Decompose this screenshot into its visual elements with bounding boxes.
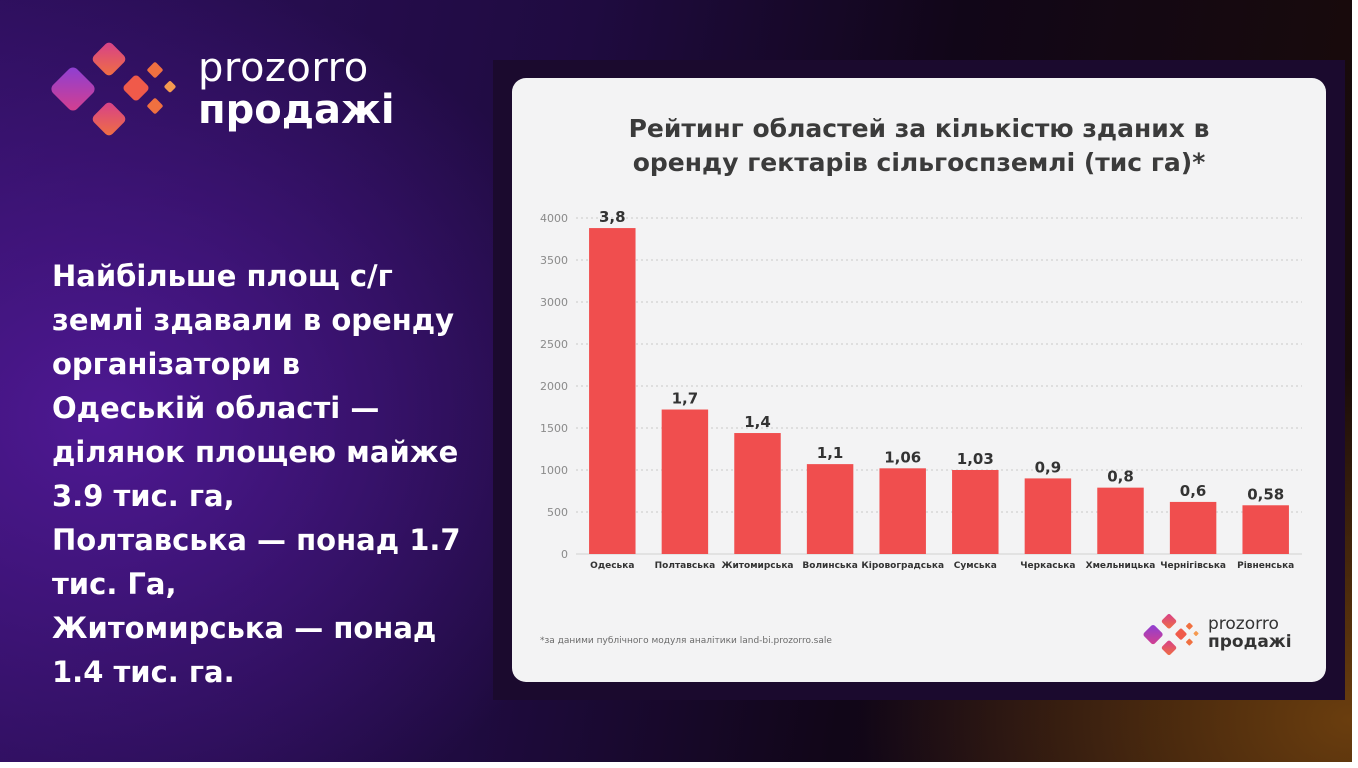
y-tick-label: 1000 [540, 464, 568, 477]
y-tick-label: 0 [561, 548, 568, 561]
y-tick-label: 4000 [540, 212, 568, 225]
bar-chart: 0 500 1000 1500 2000 2500 3000 3500 4000 3,8 Одесь… [540, 208, 1302, 571]
x-tick-label: Волинська [802, 561, 857, 571]
lead-line: Одеській області — [52, 386, 472, 430]
region-zhytomyr: Житомирська [52, 611, 285, 645]
card-logo-icon [1143, 614, 1199, 656]
x-tick-label: Полтавська [655, 561, 716, 571]
lead-line: ділянок площею майже [52, 435, 459, 469]
card-prozorro-logo: prozorro продажі [1142, 610, 1312, 660]
data-label: 1,06 [884, 448, 921, 466]
y-tick-label: 2000 [540, 380, 568, 393]
lead-rest: — понад [284, 611, 437, 645]
bar [1097, 487, 1144, 554]
x-tick-label: Хмельницька [1086, 561, 1156, 571]
card-logo-text-prozorro: prozorro [1208, 614, 1279, 634]
bar [589, 228, 636, 554]
x-tick-label: Сумська [954, 561, 997, 571]
bar [661, 409, 709, 554]
region-odesa: Одеській області [52, 391, 341, 425]
footnote: *за даними публічного модуля аналітики l… [540, 636, 832, 646]
data-label: 1,7 [672, 390, 699, 408]
chart-title-line-2: оренду гектарів сільгоспземлі (тис га)* [632, 148, 1206, 177]
y-tick-label: 500 [547, 506, 568, 519]
data-label: 1,1 [817, 444, 844, 462]
lead-line: Найбільше площ с/г [52, 259, 393, 293]
prozorro-logo-icon [51, 42, 176, 136]
region-poltava: Полтавська [52, 523, 247, 557]
y-tick-label: 1500 [540, 422, 568, 435]
lead-rest: — понад 1.7 [246, 523, 461, 557]
bar [734, 433, 781, 554]
lead-text: Найбільше площ с/г землі здавали в оренд… [52, 254, 472, 694]
data-label: 0,58 [1247, 485, 1284, 503]
bar [879, 468, 926, 554]
bar [952, 470, 999, 554]
x-tick-label: Житомирська [721, 561, 793, 571]
prozorro-logo: prozorro продажі [48, 40, 408, 140]
card-logo-text-prodazhi: продажі [1208, 632, 1292, 652]
data-label: 3,8 [599, 208, 626, 226]
data-label: 1,4 [744, 413, 771, 431]
y-tick-label: 3500 [540, 254, 568, 267]
logo-text-prozorro: prozorro [198, 45, 369, 91]
lead-line: Полтавська — понад 1.7 [52, 518, 472, 562]
data-label: 1,03 [957, 450, 994, 468]
y-tick-label: 2500 [540, 338, 568, 351]
lead-line: Житомирська — понад [52, 606, 472, 650]
x-tick-label: Одеська [590, 561, 634, 571]
y-tick-label: 3000 [540, 296, 568, 309]
data-label: 0,9 [1035, 458, 1062, 476]
x-tick-label: Рівненська [1237, 560, 1294, 571]
bar [806, 464, 854, 554]
bar [1169, 501, 1217, 554]
lead-line: 3.9 тис. га, [52, 479, 235, 513]
chart-title-line-1: Рейтинг областей за кількістю зданих в [628, 114, 1210, 143]
data-label: 0,6 [1180, 482, 1207, 500]
lead-line: землі здавали в оренду [52, 303, 455, 337]
x-tick-label: Чернігівська [1160, 560, 1226, 571]
lead-line: 1.4 тис. га. [52, 655, 235, 689]
data-label: 0,8 [1107, 468, 1134, 486]
chart-card: Рейтинг областей за кількістю зданих в о… [512, 78, 1326, 682]
lead-dash: — [340, 391, 380, 425]
lead-line: організатори в [52, 347, 301, 381]
logo-text-prodazhi: продажі [198, 87, 395, 133]
bar [1024, 478, 1072, 554]
x-tick-label: Кіровоградська [861, 560, 944, 571]
lead-line: тис. Га, [52, 567, 177, 601]
chart-title: Рейтинг областей за кількістю зданих в о… [512, 112, 1326, 180]
x-tick-label: Черкаська [1020, 561, 1075, 571]
bar [1242, 505, 1289, 554]
